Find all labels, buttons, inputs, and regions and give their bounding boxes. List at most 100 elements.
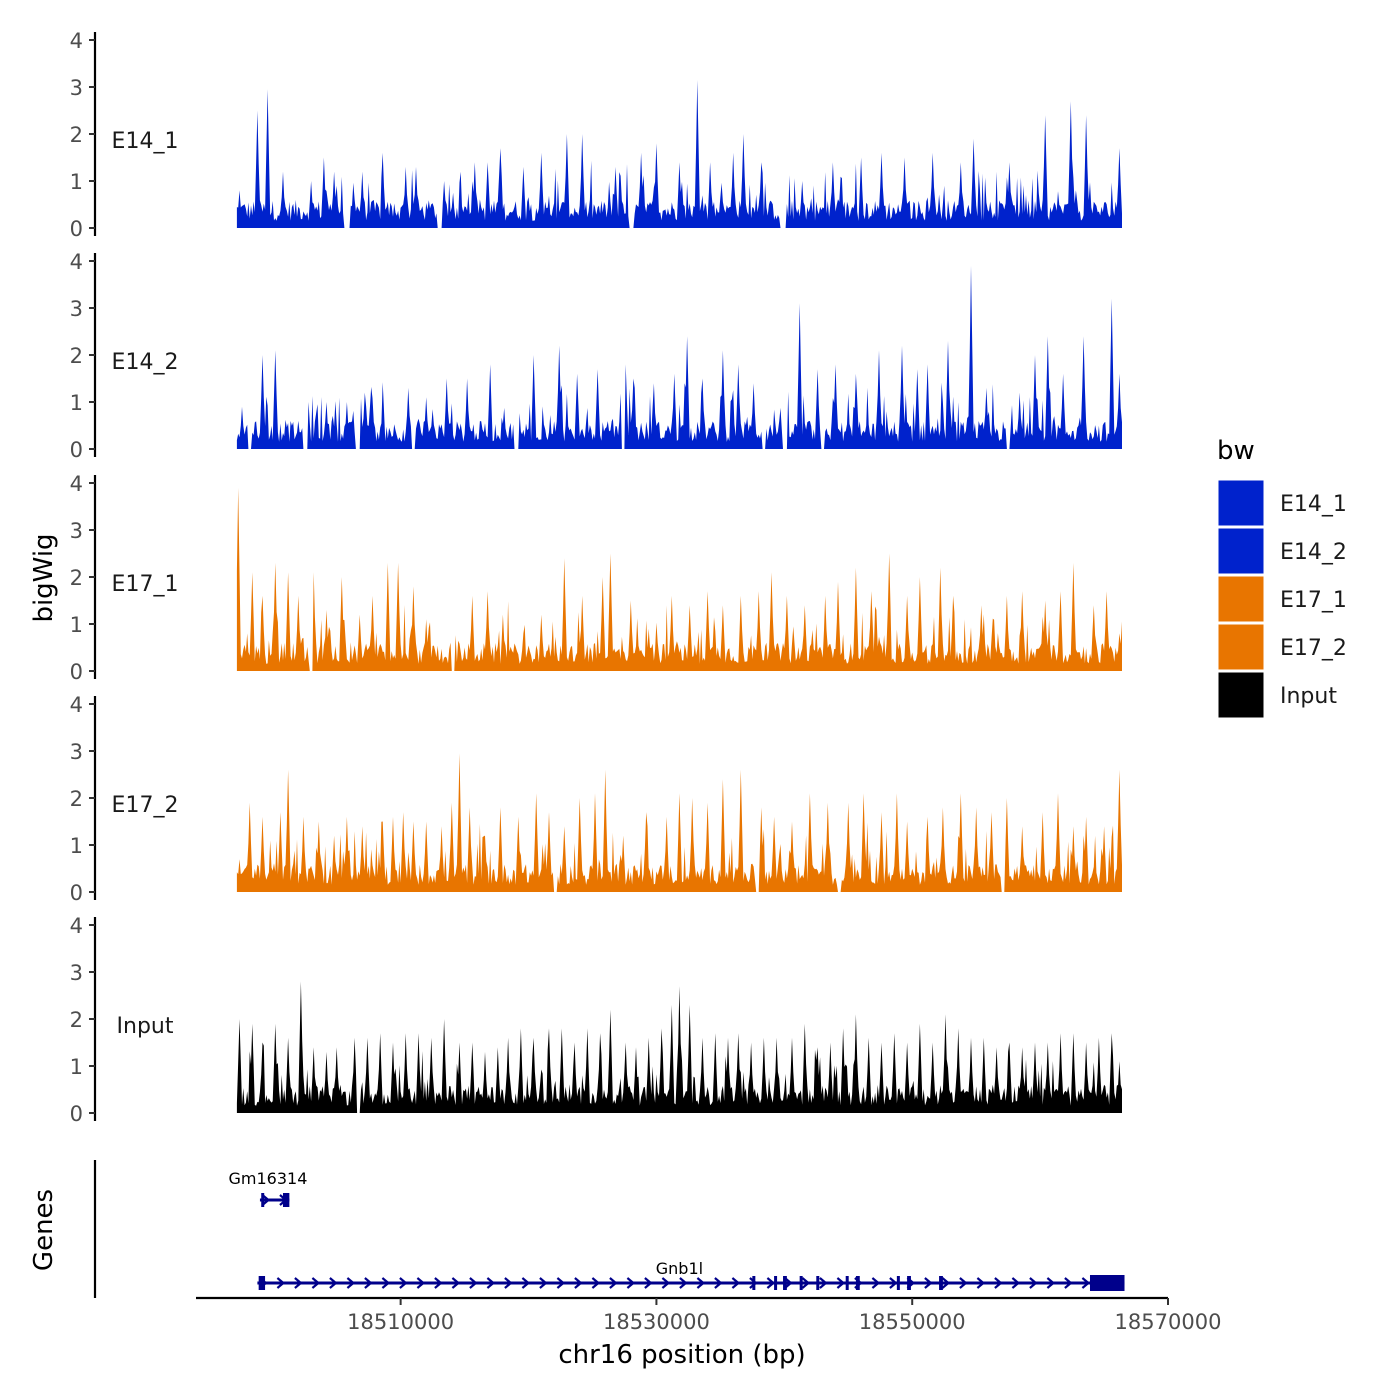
strand-arrow: [819, 1277, 828, 1289]
y-tick-label: 0: [70, 881, 83, 905]
legend-label: E17_1: [1280, 588, 1347, 613]
coverage-area: [236, 753, 1122, 892]
strand-arrow: [889, 1277, 898, 1289]
track-input: 0 1 2 3 4 Input: [70, 914, 1122, 1126]
y-tick-label: 3: [70, 297, 83, 321]
strand-arrow: [1011, 1277, 1021, 1289]
strand-arrow: [994, 1277, 1003, 1289]
genes-axis-title: Genes: [29, 1189, 59, 1271]
legend-label: E14_2: [1280, 540, 1347, 565]
legend-swatch: [1217, 527, 1265, 575]
gene-label: Gnb1l: [656, 1259, 703, 1278]
coverage-area: [236, 265, 1122, 449]
legend-label: Input: [1280, 684, 1337, 709]
strand-arrow: [731, 1277, 741, 1289]
strand-arrow: [924, 1277, 933, 1289]
legend-title: bw: [1217, 436, 1255, 466]
exon: [907, 1276, 911, 1290]
strand-arrow: [591, 1277, 601, 1289]
strand-arrow: [469, 1277, 478, 1289]
gene-gnb1l: Gnb1l: [257, 1259, 1125, 1291]
strand-arrow: [364, 1277, 373, 1289]
coverage-area: [236, 981, 1122, 1113]
legend-swatch: [1217, 623, 1265, 671]
y-tick-label: 1: [70, 170, 83, 194]
y-tick-label: 2: [70, 1008, 83, 1032]
x-tick-label: 18530000: [603, 1310, 710, 1334]
y-tick-label: 1: [70, 1055, 83, 1079]
track-label: E14_2: [112, 350, 179, 375]
coverage-area: [236, 80, 1122, 228]
legend-label: E17_2: [1280, 636, 1347, 661]
legend-swatch: [1217, 575, 1265, 623]
y-tick-label: 1: [70, 834, 83, 858]
strand-arrow: [399, 1277, 408, 1289]
exon: [258, 1276, 266, 1290]
legend-swatch: [1217, 671, 1265, 719]
strand-arrow: [276, 1277, 286, 1289]
strand-arrow: [871, 1277, 881, 1289]
strand-arrow: [766, 1277, 776, 1289]
strand-arrow: [346, 1277, 356, 1289]
strand-arrow: [556, 1277, 566, 1289]
strand-arrow: [626, 1277, 636, 1289]
gene-label: Gm16314: [229, 1169, 308, 1188]
y-tick-label: 0: [70, 1102, 83, 1126]
strand-arrow: [486, 1277, 496, 1289]
x-tick-label: 18550000: [859, 1310, 966, 1334]
exon: [799, 1276, 803, 1290]
coverage-tracks: 0 1 2 3 4 E14_1 0 1 2 3 4 E14_2 0 1 2 3 4 E17_1 0 1 2 3 4 E17_2…: [70, 29, 1122, 1126]
y-tick-label: 3: [70, 961, 83, 985]
y-tick-label: 4: [70, 29, 83, 53]
strand-arrow: [959, 1277, 968, 1289]
y-tick-label: 2: [70, 123, 83, 147]
y-tick-label: 2: [70, 787, 83, 811]
y-tick-label: 4: [70, 250, 83, 274]
strand-arrow: [416, 1277, 426, 1289]
strand-arrow: [329, 1277, 338, 1289]
x-tick-label: 18510000: [347, 1310, 454, 1334]
strand-arrow: [1064, 1277, 1073, 1289]
y-tick-label: 1: [70, 391, 83, 415]
strand-arrow: [836, 1277, 846, 1289]
strand-arrow: [1081, 1277, 1091, 1289]
strand-arrow: [1029, 1277, 1038, 1289]
x-axis-title: chr16 position (bp): [558, 1340, 805, 1370]
strand-arrow: [451, 1277, 461, 1289]
y-tick-label: 3: [70, 76, 83, 100]
exon: [261, 1193, 265, 1207]
track-e14-2: 0 1 2 3 4 E14_2: [70, 250, 1122, 462]
strand-arrow: [434, 1277, 443, 1289]
strand-arrow: [941, 1277, 951, 1289]
exon: [282, 1193, 290, 1207]
strand-arrow: [679, 1277, 688, 1289]
y-axis-title: bigWig: [29, 533, 59, 622]
y-tick-label: 3: [70, 740, 83, 764]
exon: [1089, 1275, 1125, 1291]
strand-arrow: [504, 1277, 513, 1289]
strand-arrow: [714, 1277, 723, 1289]
strand-arrow: [609, 1277, 618, 1289]
coverage-area: [236, 487, 1122, 671]
track-label: Input: [117, 1014, 174, 1039]
strand-arrow: [521, 1277, 531, 1289]
gene-gm16314: Gm16314: [229, 1169, 308, 1207]
exon: [774, 1276, 778, 1290]
legend: bw E14_1 E14_2 E17_1 E17_2 Input: [1217, 436, 1347, 719]
exon: [896, 1276, 900, 1290]
y-tick-label: 2: [70, 344, 83, 368]
exon: [816, 1276, 820, 1290]
strand-arrow: [539, 1277, 548, 1289]
track-e17-1: 0 1 2 3 4 E17_1: [70, 472, 1122, 684]
y-tick-label: 4: [70, 914, 83, 938]
strand-arrow: [696, 1277, 706, 1289]
strand-arrow: [381, 1277, 391, 1289]
strand-arrow: [784, 1277, 793, 1289]
legend-label: E14_1: [1280, 492, 1347, 517]
strand-arrow: [976, 1277, 986, 1289]
strand-arrow: [574, 1277, 583, 1289]
x-axis: 18510000 18530000 18550000 18570000: [196, 1296, 1221, 1334]
exon: [783, 1276, 787, 1290]
strand-arrow: [801, 1277, 811, 1289]
